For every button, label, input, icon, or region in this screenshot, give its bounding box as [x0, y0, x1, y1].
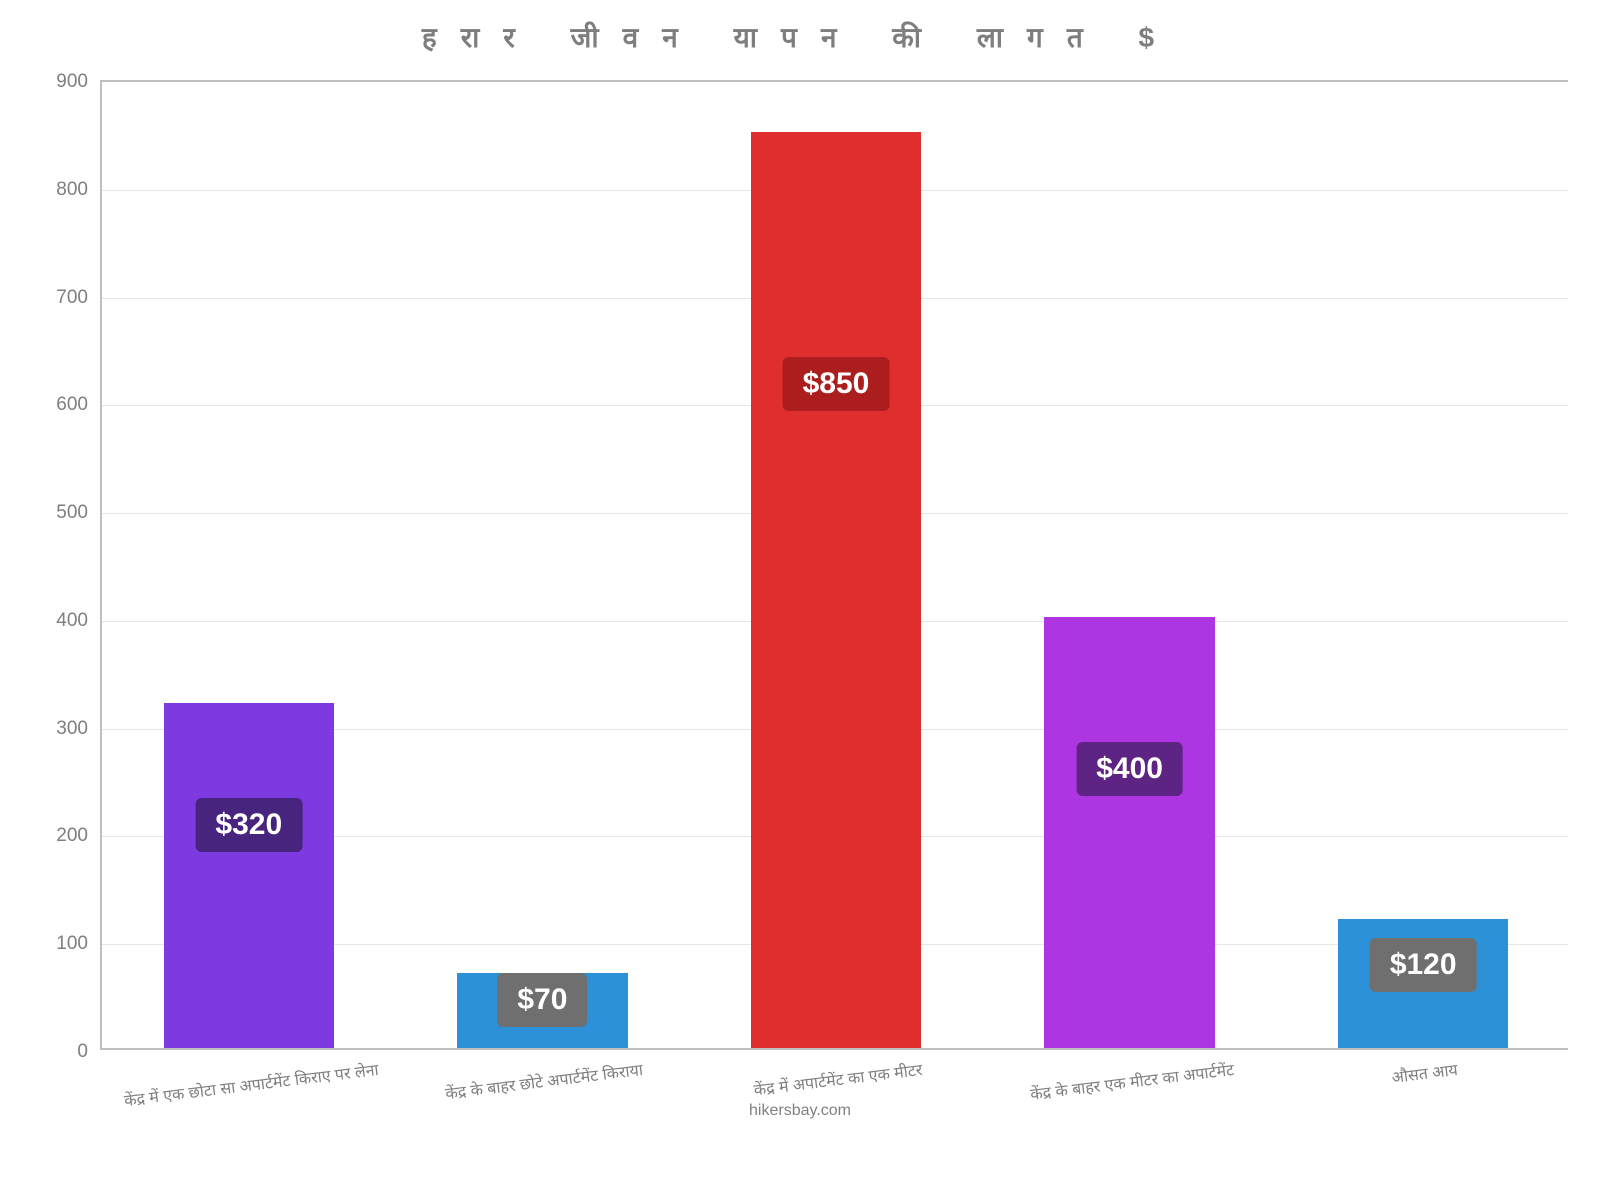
- x-tick-label: औसत आय: [1390, 1058, 1459, 1088]
- value-label: $400: [1076, 742, 1183, 796]
- value-label: $320: [195, 798, 302, 852]
- bar-slot: $850केंद्र में अपार्टमेंट का एक मीटर: [689, 78, 983, 1048]
- bar-slot: $120औसत आय: [1276, 78, 1570, 1048]
- y-tick-label: 300: [56, 718, 88, 740]
- y-tick-label: 400: [56, 610, 88, 632]
- y-tick-label: 100: [56, 933, 88, 955]
- value-label: $70: [497, 973, 587, 1027]
- y-tick-label: 0: [77, 1041, 88, 1063]
- bar-slot: $400केंद्र के बाहर एक मीटर का अपार्टमेंट: [983, 78, 1277, 1048]
- bar-slot: $70केंद्र के बाहर छोटे अपार्टमेंट किराया: [396, 78, 690, 1048]
- x-tick-label: केंद्र के बाहर एक मीटर का अपार्टमेंट: [1029, 1058, 1235, 1105]
- y-tick-label: 800: [56, 179, 88, 201]
- y-tick-label: 900: [56, 71, 88, 93]
- x-tick-label: केंद्र में अपार्टमेंट का एक मीटर: [752, 1058, 923, 1101]
- plot-area: 0100200300400500600700800900$320केंद्र म…: [100, 80, 1568, 1050]
- value-label: $120: [1370, 938, 1477, 992]
- bar: [751, 132, 921, 1048]
- attribution-text: hikersbay.com: [0, 1102, 1600, 1120]
- bar-slot: $320केंद्र में एक छोटा सा अपार्टमेंट किर…: [102, 78, 396, 1048]
- cost-of-living-chart: हरार जीवन यापन की लागत $ 010020030040050…: [0, 0, 1600, 1200]
- y-tick-label: 500: [56, 502, 88, 524]
- chart-title: हरार जीवन यापन की लागत $: [0, 18, 1600, 56]
- bar: [164, 703, 334, 1048]
- x-tick-label: केंद्र के बाहर छोटे अपार्टमेंट किराया: [444, 1058, 644, 1104]
- value-label: $850: [783, 357, 890, 411]
- bar: [1044, 617, 1214, 1048]
- y-tick-label: 700: [56, 287, 88, 309]
- y-tick-label: 600: [56, 394, 88, 416]
- y-tick-label: 200: [56, 825, 88, 847]
